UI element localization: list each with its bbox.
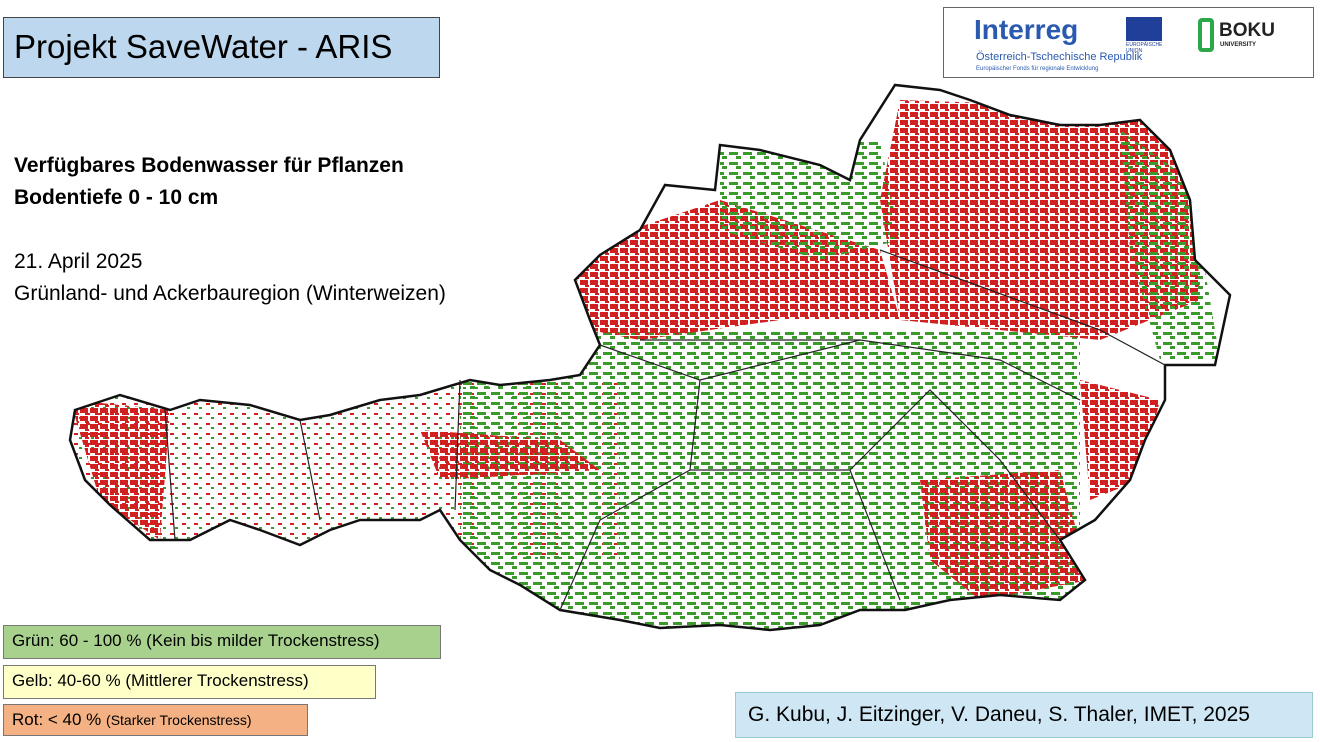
boku: BOKU (1219, 20, 1275, 41)
legend-green: Grün: 60 - 100 % (Kein bis milder Trocke… (3, 625, 441, 659)
eu-line: EUROPÄISCHE (1126, 42, 1163, 48)
legend-text: Grün: 60 - 100 % (Kein bis milder Trocke… (12, 631, 380, 650)
fund: Europäischer Fonds für regionale Entwick… (976, 66, 1099, 72)
southeast-red (920, 470, 1090, 600)
legend-text: Gelb: 40-60 % (Mittlerer Trockenstress) (12, 671, 309, 690)
eu-label: EUROPÄISCHE UNION (1126, 42, 1162, 54)
info: Verfügbares Bodenwasser für Pflanzen Bod… (14, 150, 446, 310)
title: Projekt SaveWater - ARIS (14, 28, 393, 65)
legend-red: Rot: < 40 % (Starker Trockenstress) (3, 704, 308, 736)
eu-line: UNION (1126, 48, 1143, 54)
vorarlberg-red (70, 400, 170, 540)
credit: G. Kubu, J. Eitzinger, V. Daneu, S. Thal… (748, 703, 1250, 726)
east-green (1120, 130, 1220, 360)
map-fill (70, 85, 1230, 630)
eu-flag (1126, 17, 1162, 41)
boku-icon (1198, 18, 1214, 52)
credit-box: G. Kubu, J. Eitzinger, V. Daneu, S. Thal… (735, 692, 1313, 738)
info-line: Bodentiefe 0 - 10 cm (14, 186, 219, 209)
region: Grünland- und Ackerbauregion (Winterweiz… (14, 282, 446, 305)
north-green (720, 140, 900, 260)
districts (164, 249, 1166, 611)
title-box: Projekt SaveWater - ARIS (3, 17, 440, 78)
date: 21. April 2025 (14, 250, 143, 273)
boku-sub: UNIVERSITY (1220, 42, 1257, 48)
info-line: Verfügbares Bodenwasser für Pflanzen (14, 154, 404, 177)
northeast-red (880, 100, 1200, 340)
logo-box: Interreg EUROPÄISCHE UNION Österreich-Tsc… (943, 7, 1314, 78)
interreg-logo: Interreg (974, 14, 1079, 45)
program: Österreich-Tschechische Republik (976, 51, 1143, 63)
east-red (1080, 380, 1160, 500)
legend-note: (Starker Trockenstress) (106, 712, 252, 728)
tyrol-red (420, 430, 600, 480)
legend-yellow: Gelb: 40-60 % (Mittlerer Trockenstress) (3, 665, 376, 699)
legend-text: Rot: < 40 % (12, 710, 102, 729)
